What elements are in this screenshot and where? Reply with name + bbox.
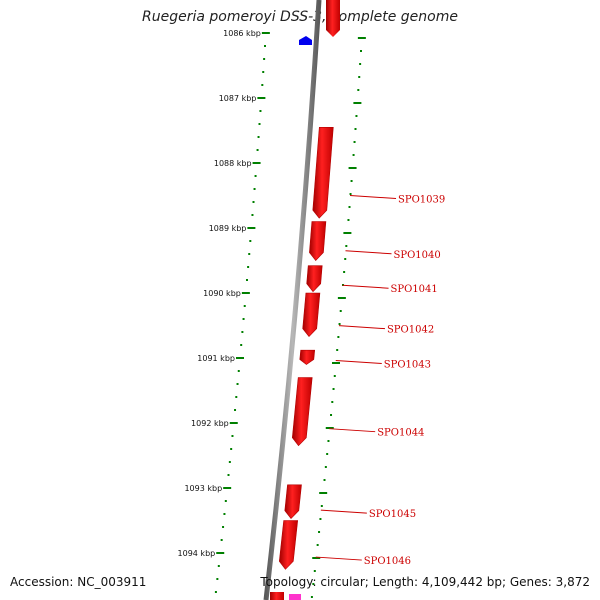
blue-feature-marker bbox=[299, 36, 312, 45]
partial-gene-bottom bbox=[270, 592, 284, 600]
gene-arrow[interactable] bbox=[284, 484, 302, 520]
gene-label-leader bbox=[349, 195, 397, 199]
gene-label[interactable]: SPO1046 bbox=[364, 556, 411, 567]
kbp-label: 1094 kbp bbox=[178, 549, 216, 558]
gene-label-leader bbox=[335, 360, 382, 364]
gene-label[interactable]: SPO1044 bbox=[377, 428, 424, 439]
gene-label-leader bbox=[338, 325, 385, 330]
gene-label[interactable]: SPO1039 bbox=[398, 195, 445, 206]
gene-labels: SPO1039 SPO1040 SPO1041 SPO1042 SPO1043 SPO10… bbox=[315, 195, 445, 567]
kbp-label: 1086 kbp bbox=[223, 29, 261, 38]
gene-label[interactable]: SPO1041 bbox=[391, 284, 438, 295]
gene-arrow[interactable] bbox=[291, 377, 313, 447]
gene-label-leader bbox=[315, 556, 362, 561]
gene-arrow[interactable] bbox=[309, 221, 327, 261]
map-title: Ruegeria pomeroyi DSS-3, complete genome bbox=[142, 9, 458, 25]
kbp-scale-labels: 1086 kbp 1087 kbp 1088 kbp 1089 kbp 1090 kbp… bbox=[178, 29, 261, 558]
partial-pink-feature bbox=[289, 594, 301, 600]
gene-label[interactable]: SPO1045 bbox=[369, 509, 416, 520]
gene-label[interactable]: SPO1043 bbox=[384, 360, 431, 371]
kbp-label: 1087 kbp bbox=[219, 94, 257, 103]
kbp-label: 1091 kbp bbox=[197, 354, 235, 363]
gene-arrow[interactable] bbox=[306, 265, 323, 293]
kbp-label: 1088 kbp bbox=[214, 159, 252, 168]
kbp-label: 1092 kbp bbox=[191, 419, 229, 428]
gene-arrow[interactable] bbox=[278, 520, 299, 570]
gene-label-leader bbox=[320, 509, 367, 514]
gene-arrow[interactable] bbox=[302, 292, 321, 338]
gene-arrow[interactable] bbox=[299, 349, 316, 365]
outer-ruler-ticks bbox=[310, 37, 366, 598]
accession-text: Accession: NC_003911 bbox=[10, 575, 147, 589]
inner-ruler-ticks bbox=[214, 32, 270, 593]
partial-gene-top bbox=[326, 0, 340, 37]
gene-label[interactable]: SPO1042 bbox=[387, 325, 434, 336]
partial-features bbox=[270, 0, 340, 600]
kbp-label: 1090 kbp bbox=[203, 289, 241, 298]
gene-label-leader bbox=[329, 428, 376, 433]
gene-arrow[interactable] bbox=[312, 127, 334, 219]
gene-label-leader bbox=[345, 250, 392, 255]
gene-label[interactable]: SPO1040 bbox=[393, 250, 440, 261]
genome-summary-text: Topology: circular; Length: 4,109,442 bp… bbox=[260, 575, 590, 589]
gene-label-leader bbox=[342, 284, 389, 289]
gene-features bbox=[278, 127, 334, 570]
kbp-label: 1093 kbp bbox=[184, 484, 222, 493]
genome-backbone bbox=[263, 0, 322, 600]
kbp-label: 1089 kbp bbox=[209, 224, 247, 233]
